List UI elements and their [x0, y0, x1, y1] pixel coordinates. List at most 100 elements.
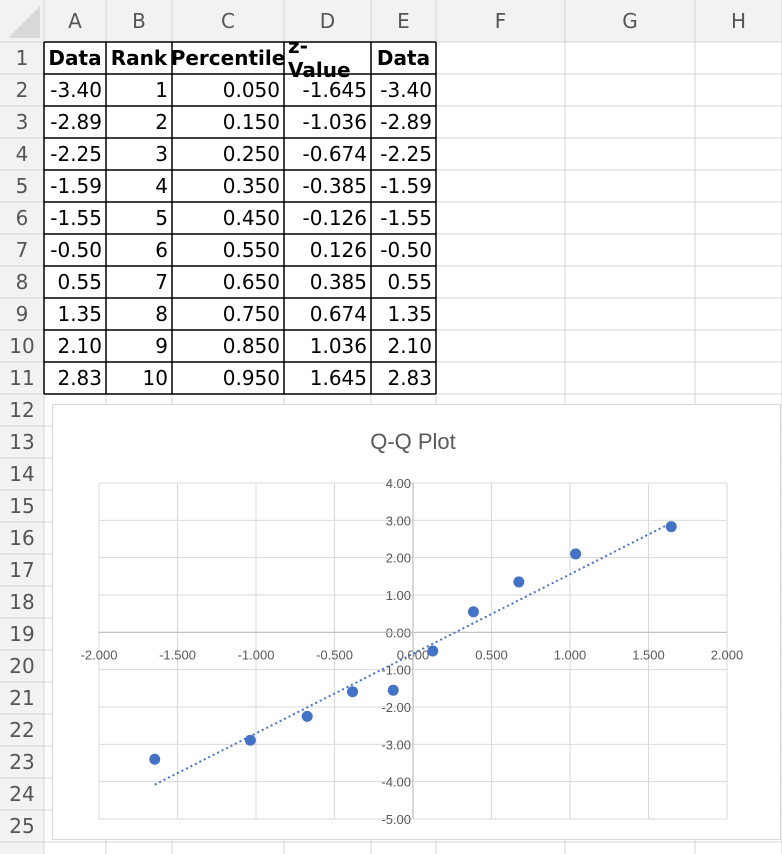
- table-cell[interactable]: 0.050: [222, 78, 280, 102]
- column-header-f[interactable]: F: [494, 9, 507, 33]
- table-cell[interactable]: -0.50: [380, 238, 432, 262]
- table-cell[interactable]: 1.036: [309, 334, 367, 358]
- data-point[interactable]: [427, 645, 439, 657]
- table-cell[interactable]: 1: [155, 78, 168, 102]
- table-cell[interactable]: 0.126: [309, 238, 367, 262]
- row-header-8[interactable]: 8: [15, 270, 29, 294]
- row-header-3[interactable]: 3: [15, 110, 29, 134]
- row-header-1[interactable]: 1: [15, 46, 29, 70]
- row-header-22[interactable]: 22: [9, 718, 35, 742]
- row-header-10[interactable]: 10: [9, 334, 35, 358]
- table-cell[interactable]: 6: [155, 238, 168, 262]
- row-header-6[interactable]: 6: [15, 206, 29, 230]
- table-cell[interactable]: 1.35: [387, 302, 432, 326]
- table-cell[interactable]: -2.89: [380, 110, 432, 134]
- row-header-15[interactable]: 15: [9, 494, 35, 518]
- table-cell[interactable]: -1.59: [380, 174, 432, 198]
- row-header-7[interactable]: 7: [15, 238, 29, 262]
- table-cell[interactable]: -0.126: [302, 206, 367, 230]
- table-cell[interactable]: -0.385: [302, 174, 367, 198]
- table-cell[interactable]: 0.250: [222, 142, 280, 166]
- row-header-16[interactable]: 16: [9, 526, 35, 550]
- row-header-2[interactable]: 2: [15, 78, 29, 102]
- table-cell[interactable]: 4: [155, 174, 168, 198]
- table-cell[interactable]: -1.59: [50, 174, 102, 198]
- row-header-11[interactable]: 11: [9, 366, 35, 390]
- table-cell[interactable]: -0.50: [50, 238, 102, 262]
- table-cell[interactable]: 2.10: [387, 334, 432, 358]
- data-point[interactable]: [347, 686, 359, 698]
- column-header-g[interactable]: G: [622, 9, 638, 33]
- table-header-cell[interactable]: Rank: [110, 46, 168, 70]
- row-header-21[interactable]: 21: [9, 686, 35, 710]
- row-header-20[interactable]: 20: [9, 654, 35, 678]
- table-header-cell[interactable]: z-Value: [288, 34, 351, 82]
- select-all-corner[interactable]: [0, 0, 44, 42]
- row-header-25[interactable]: 25: [9, 814, 35, 838]
- table-cell[interactable]: 10: [142, 366, 168, 390]
- row-header-5[interactable]: 5: [15, 174, 29, 198]
- table-cell[interactable]: 3: [155, 142, 168, 166]
- table-cell[interactable]: 0.385: [309, 270, 367, 294]
- table-cell[interactable]: 5: [155, 206, 168, 230]
- row-header-18[interactable]: 18: [9, 590, 35, 614]
- row-header-9[interactable]: 9: [15, 302, 29, 326]
- data-point[interactable]: [665, 521, 677, 533]
- table-cell[interactable]: 0.750: [222, 302, 280, 326]
- table-cell[interactable]: 0.850: [222, 334, 280, 358]
- table-cell[interactable]: -1.55: [50, 206, 102, 230]
- table-cell[interactable]: 2.10: [57, 334, 102, 358]
- table-cell[interactable]: 2: [155, 110, 168, 134]
- table-cell[interactable]: 0.550: [222, 238, 280, 262]
- table-cell[interactable]: -3.40: [50, 78, 102, 102]
- table-header-cell[interactable]: Data: [48, 46, 102, 70]
- row-header-17[interactable]: 17: [9, 558, 35, 582]
- qq-plot-chart[interactable]: -2.000 -1.500 -1.000 -0.500 0.000 0.500 1.000 1…: [52, 404, 781, 840]
- table-cell[interactable]: 0.650: [222, 270, 280, 294]
- column-header-h[interactable]: H: [730, 9, 747, 33]
- data-point[interactable]: [387, 684, 399, 696]
- table-header-cell[interactable]: Percentile: [170, 46, 286, 70]
- table-cell[interactable]: -2.25: [50, 142, 102, 166]
- row-header-13[interactable]: 13: [9, 430, 35, 454]
- table-cell[interactable]: 9: [155, 334, 168, 358]
- table-cell[interactable]: 0.674: [309, 302, 367, 326]
- table-cell[interactable]: 0.55: [387, 270, 432, 294]
- column-header-b[interactable]: B: [132, 9, 146, 33]
- table-cell[interactable]: 1.35: [57, 302, 102, 326]
- table-cell[interactable]: -1.645: [302, 78, 367, 102]
- table-cell[interactable]: 0.950: [222, 366, 280, 390]
- column-header-e[interactable]: E: [397, 9, 410, 33]
- row-header-24[interactable]: 24: [9, 782, 35, 806]
- data-point[interactable]: [570, 548, 582, 560]
- row-header-12[interactable]: 12: [9, 398, 35, 422]
- table-cell[interactable]: 1.645: [309, 366, 367, 390]
- table-header-cell[interactable]: Data: [376, 46, 431, 70]
- data-point[interactable]: [467, 606, 479, 618]
- row-header-23[interactable]: 23: [9, 750, 35, 774]
- table-cell[interactable]: 8: [155, 302, 168, 326]
- table-cell[interactable]: -1.55: [380, 206, 432, 230]
- data-point[interactable]: [244, 734, 256, 746]
- data-point[interactable]: [301, 710, 313, 722]
- table-cell[interactable]: 0.150: [222, 110, 280, 134]
- row-header-14[interactable]: 14: [9, 462, 35, 486]
- table-cell[interactable]: 0.350: [222, 174, 280, 198]
- table-cell[interactable]: -2.25: [380, 142, 432, 166]
- table-cell[interactable]: 0.55: [57, 270, 102, 294]
- data-point[interactable]: [149, 753, 161, 765]
- column-header-d[interactable]: D: [319, 9, 336, 33]
- table-cell[interactable]: 2.83: [387, 366, 432, 390]
- table-cell[interactable]: 7: [155, 270, 168, 294]
- table-cell[interactable]: -2.89: [50, 110, 102, 134]
- table-cell[interactable]: -3.40: [380, 78, 432, 102]
- column-header-c[interactable]: C: [221, 9, 235, 33]
- column-header-a[interactable]: A: [68, 9, 82, 33]
- row-header-19[interactable]: 19: [9, 622, 35, 646]
- data-point[interactable]: [513, 576, 525, 588]
- row-header-4[interactable]: 4: [15, 142, 29, 166]
- table-cell[interactable]: -0.674: [302, 142, 367, 166]
- table-cell[interactable]: 2.83: [57, 366, 102, 390]
- table-cell[interactable]: 0.450: [222, 206, 280, 230]
- table-cell[interactable]: -1.036: [302, 110, 367, 134]
